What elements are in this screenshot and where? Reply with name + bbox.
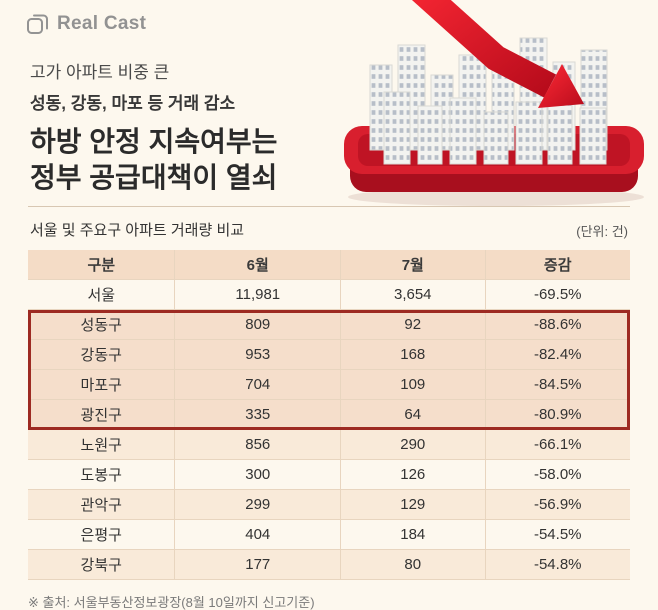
district-cell: 강북구 (28, 550, 176, 579)
june-cell: 299 (175, 490, 342, 519)
table-row: 성동구 809 92 -88.6% (28, 310, 630, 340)
district-cell: 마포구 (28, 370, 176, 399)
district-cell: 서울 (28, 280, 176, 309)
change-cell: -88.6% (533, 316, 582, 333)
district-cell: 은평구 (28, 520, 176, 549)
june-cell: 704 (175, 370, 342, 399)
june-cell: 335 (175, 400, 342, 429)
brand-name: Real Cast (57, 13, 147, 34)
headline-sub-line-2: 성동, 강동, 마포 등 거래 감소 (30, 94, 236, 113)
headline-main-line-2: 정부 공급대책이 열쇠 (30, 162, 278, 194)
table-row: 광진구 335 64 -80.9% (28, 400, 630, 430)
change-cell: -69.5% (533, 286, 582, 303)
brand-logo: Real Cast (26, 12, 146, 36)
july-cell: 80 (341, 550, 486, 579)
table-row: 은평구 404 184 -54.5% (28, 520, 630, 550)
tray-shadow (348, 188, 644, 206)
june-cell: 809 (175, 310, 342, 339)
table-header-row: 구분 6월 7월 증감 (28, 250, 630, 280)
headline-block: 고가 아파트 비중 큰 성동, 강동, 마포 등 거래 감소 하방 안정 지속여… (30, 58, 277, 197)
district-cell: 도봉구 (28, 460, 176, 489)
change-cell: -54.5% (533, 526, 582, 543)
july-cell: 126 (341, 460, 486, 489)
table-title-row: 서울 및 주요구 아파트 거래량 비교 (단위: 건) (28, 207, 630, 250)
table-row: 서울 11,981 3,654 -69.5% (28, 280, 630, 310)
highlighted-districts-group: 성동구 809 92 -88.6% 강동구 953 168 -82.4% 마포구 704 109 -8… (28, 310, 630, 430)
transactions-table: 구분 6월 7월 증감 서울 11,981 3,654 -69.5% 성동구 809 92 -… (28, 250, 630, 580)
district-cell: 관악구 (28, 490, 176, 519)
table-row: 강동구 953 168 -82.4% (28, 340, 630, 370)
june-cell: 856 (175, 430, 342, 459)
headline-sub-line-1: 고가 아파트 비중 큰 (30, 63, 170, 82)
july-cell: 3,654 (341, 280, 486, 309)
change-cell: -58.0% (533, 466, 582, 483)
july-cell: 290 (341, 430, 486, 459)
table-section: 서울 및 주요구 아파트 거래량 비교 (단위: 건) 구분 6월 7월 증감 … (28, 206, 630, 610)
june-cell: 177 (175, 550, 342, 579)
june-cell: 953 (175, 340, 342, 369)
july-cell: 184 (341, 520, 486, 549)
realcast-logo-icon (27, 14, 48, 34)
header-cell-district: 구분 (28, 250, 176, 279)
header-cell-change: 증감 (543, 257, 572, 274)
district-cell: 강동구 (28, 340, 176, 369)
header-cell-june: 6월 (175, 250, 342, 279)
june-cell: 300 (175, 460, 342, 489)
table-title: 서울 및 주요구 아파트 거래량 비교 (30, 222, 245, 239)
headline-main-line-1: 하방 안정 지속여부는 (30, 126, 278, 157)
source-note: ※ 출처: 서울부동산정보광장(8월 10일까지 신고기준) (28, 595, 315, 610)
down-arrow-icon (411, 0, 584, 108)
change-cell: -84.5% (533, 376, 582, 393)
july-cell: 129 (341, 490, 486, 519)
june-cell: 404 (175, 520, 342, 549)
table-row: 마포구 704 109 -84.5% (28, 370, 630, 400)
district-cell: 성동구 (28, 310, 176, 339)
district-cell: 노원구 (28, 430, 176, 459)
apartment-buildings (369, 37, 608, 165)
change-cell: -56.9% (533, 496, 582, 513)
table-row: 도봉구 300 126 -58.0% (28, 460, 630, 490)
header-cell-july: 7월 (341, 250, 486, 279)
july-cell: 92 (341, 310, 486, 339)
change-cell: -66.1% (533, 436, 582, 453)
july-cell: 64 (341, 400, 486, 429)
district-cell: 광진구 (28, 400, 176, 429)
table-row: 관악구 299 129 -56.9% (28, 490, 630, 520)
apartment-crash-illustration (344, 0, 644, 206)
table-row: 노원구 856 290 -66.1% (28, 430, 630, 460)
change-cell: -80.9% (533, 406, 582, 423)
change-cell: -82.4% (533, 346, 582, 363)
july-cell: 168 (341, 340, 486, 369)
unit-label: (단위: 건) (576, 224, 628, 239)
june-cell: 11,981 (175, 280, 342, 309)
change-cell: -54.8% (533, 556, 582, 573)
table-body: 서울 11,981 3,654 -69.5% 성동구 809 92 -88.6% 강동구 953 1… (28, 280, 630, 580)
july-cell: 109 (341, 370, 486, 399)
table-row: 강북구 177 80 -54.8% (28, 550, 630, 580)
